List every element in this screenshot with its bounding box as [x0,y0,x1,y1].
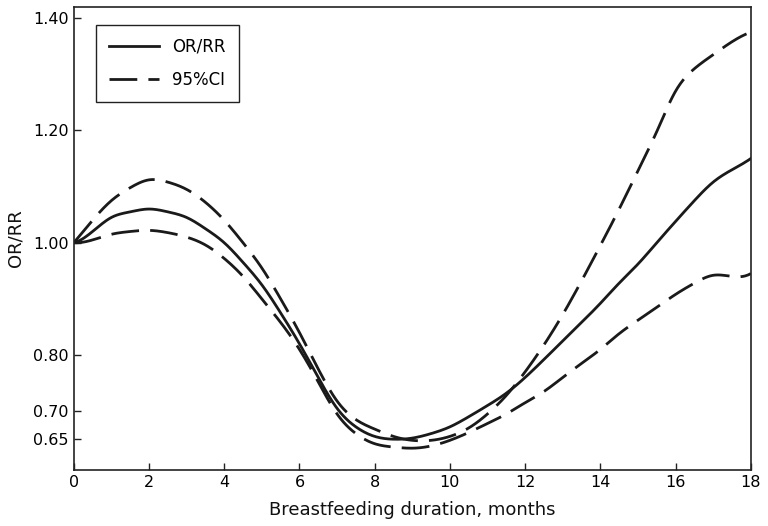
X-axis label: Breastfeeding duration, months: Breastfeeding duration, months [269,501,555,519]
95%CI [731,36,740,43]
OR/RR [391,436,400,442]
OR/RR [396,436,406,442]
OR/RR [746,155,756,161]
OR/RR [731,165,740,171]
Line: 95%CI: 95%CI [74,32,751,441]
OR/RR [392,436,402,442]
95%CI [437,436,446,442]
OR/RR [69,239,78,246]
95%CI [746,29,756,35]
Line: OR/RR: OR/RR [74,158,751,439]
95%CI [395,435,404,441]
OR/RR [437,427,446,433]
95%CI [474,419,483,425]
Legend: OR/RR, 95%CI: OR/RR, 95%CI [96,25,239,102]
95%CI [69,239,78,246]
OR/RR [474,408,483,414]
95%CI [625,184,634,190]
OR/RR [625,269,634,275]
Y-axis label: OR/RR: OR/RR [7,210,25,267]
95%CI [391,434,400,440]
95%CI [416,438,425,444]
